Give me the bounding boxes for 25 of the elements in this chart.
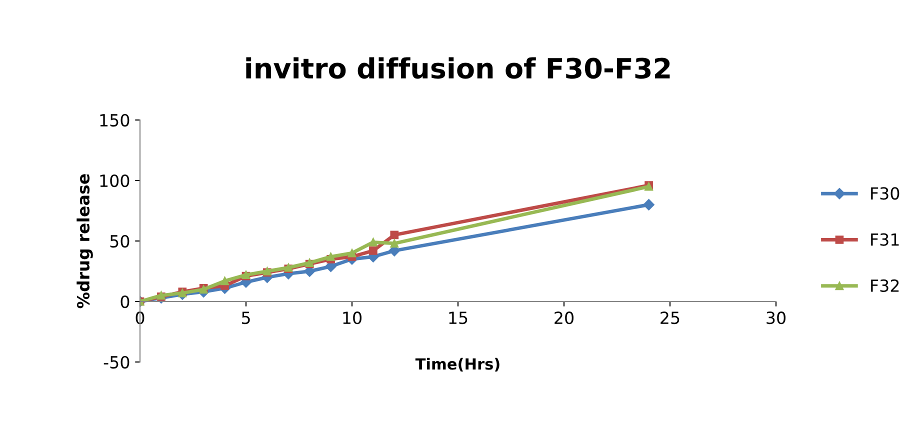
legend-label: F32 — [871, 279, 899, 292]
x-tick-label: 20 — [554, 312, 574, 324]
point — [369, 246, 378, 255]
point — [369, 238, 378, 246]
x-tick-label: 10 — [343, 312, 362, 324]
x-tick-label: 25 — [660, 312, 680, 324]
y-tick-label: 0 — [120, 295, 130, 308]
x-tick-label: 15 — [449, 312, 468, 324]
x-axis-title: Time(Hrs) — [415, 358, 500, 372]
point — [390, 239, 399, 248]
point — [348, 248, 356, 258]
chart-title: invitro diffusion of F30-F32 — [246, 57, 670, 79]
y-tick-label: 50 — [110, 234, 130, 248]
x-tick-label: 5 — [242, 312, 250, 324]
point — [643, 199, 654, 210]
point — [220, 276, 229, 286]
legend-label: F31 — [871, 233, 899, 246]
x-tick-label: 30 — [766, 312, 786, 324]
point — [390, 230, 399, 240]
point — [326, 252, 335, 261]
legend-label: F30 — [871, 187, 900, 200]
y-axis-title: %drug release — [76, 174, 93, 308]
y-tick-label: -50 — [104, 356, 130, 369]
y-tick-label: 100 — [100, 174, 130, 188]
y-tick-label: 150 — [100, 114, 130, 127]
